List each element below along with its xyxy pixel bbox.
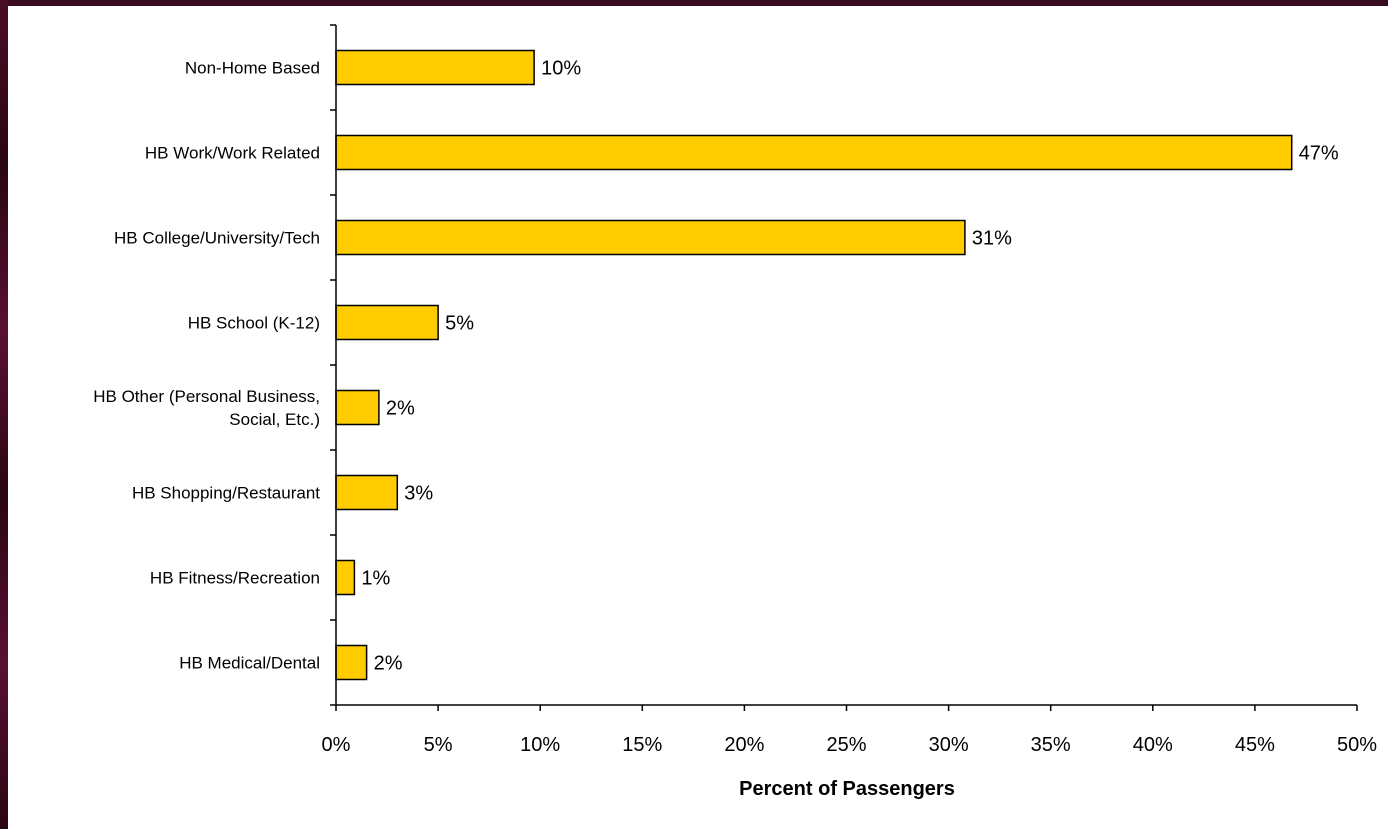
x-tick-label-15: 15% [622, 734, 662, 756]
bars-group [335, 49, 1293, 681]
x-tick-label-30: 30% [929, 734, 969, 756]
data-label-hb-shopping-restaurant: 3% [404, 483, 433, 505]
category-label-hb-college-university-tech: HB College/University/Tech [114, 229, 320, 248]
bar-hb-work-work-related [335, 134, 1293, 171]
x-tick-label-20: 20% [724, 734, 764, 756]
frame-top [0, 0, 1388, 6]
x-tick-label-45: 45% [1235, 734, 1275, 756]
category-label-line: HB Shopping/Restaurant [132, 484, 320, 503]
axis-group: 0% 5% 10% 15% 20% 25% 30% 35% 40% 45% 50% [322, 24, 1377, 756]
x-tick-label-25: 25% [826, 734, 866, 756]
x-tick-label-40: 40% [1133, 734, 1173, 756]
data-label-hb-college-university-tech: 31% [972, 228, 1012, 250]
bar-non-home-based [335, 49, 535, 86]
bar-hb-school-k-12 [335, 304, 439, 341]
x-tick-label-0: 0% [322, 734, 351, 756]
category-label-hb-work-work-related: HB Work/Work Related [145, 144, 320, 163]
x-tick-label-5: 5% [424, 734, 453, 756]
data-label-non-home-based: 10% [541, 58, 581, 80]
bar-hb-shopping-restaurant [335, 474, 399, 511]
category-label-line: HB Work/Work Related [145, 144, 320, 163]
category-label-line: HB School (K-12) [188, 314, 320, 333]
data-label-hb-other-personal-business-social-etc: 2% [386, 398, 415, 420]
x-axis-title: Percent of Passengers [739, 778, 955, 800]
category-label-hb-other-personal-business-social-etc: HB Other (Personal Business, Social, Etc.… [93, 387, 320, 429]
category-label-hb-medical-dental: HB Medical/Dental [179, 654, 320, 673]
data-label-hb-fitness-recreation: 1% [361, 568, 390, 590]
x-tick-label-35: 35% [1031, 734, 1071, 756]
frame-left [0, 0, 8, 829]
category-label-hb-school-k-12: HB School (K-12) [188, 314, 320, 333]
category-label-non-home-based: Non-Home Based [185, 59, 320, 78]
category-label-line: HB Medical/Dental [179, 654, 320, 673]
x-tick-label-10: 10% [520, 734, 560, 756]
category-label-hb-shopping-restaurant: HB Shopping/Restaurant [132, 484, 320, 503]
bar-hb-medical-dental [335, 644, 368, 681]
category-label-hb-fitness-recreation: HB Fitness/Recreation [150, 569, 320, 588]
category-label-line: HB Other (Personal Business, [93, 387, 320, 406]
category-label-line: Non-Home Based [185, 59, 320, 78]
data-label-hb-medical-dental: 2% [374, 653, 403, 675]
data-label-hb-school-k-12: 5% [445, 313, 474, 335]
category-label-line: HB Fitness/Recreation [150, 569, 320, 588]
bar-hb-other-personal-business-social-etc [335, 389, 380, 426]
category-label-line: Social, Etc.) [229, 410, 320, 429]
labels-group: 10% Non-Home Based 47% HB Work/Work Related… [93, 58, 1339, 675]
category-label-line: HB College/University/Tech [114, 229, 320, 248]
data-label-hb-work-work-related: 47% [1299, 143, 1339, 165]
bar-hb-college-university-tech [335, 219, 966, 256]
x-tick-label-50: 50% [1337, 734, 1377, 756]
bar-hb-fitness-recreation [335, 559, 356, 596]
